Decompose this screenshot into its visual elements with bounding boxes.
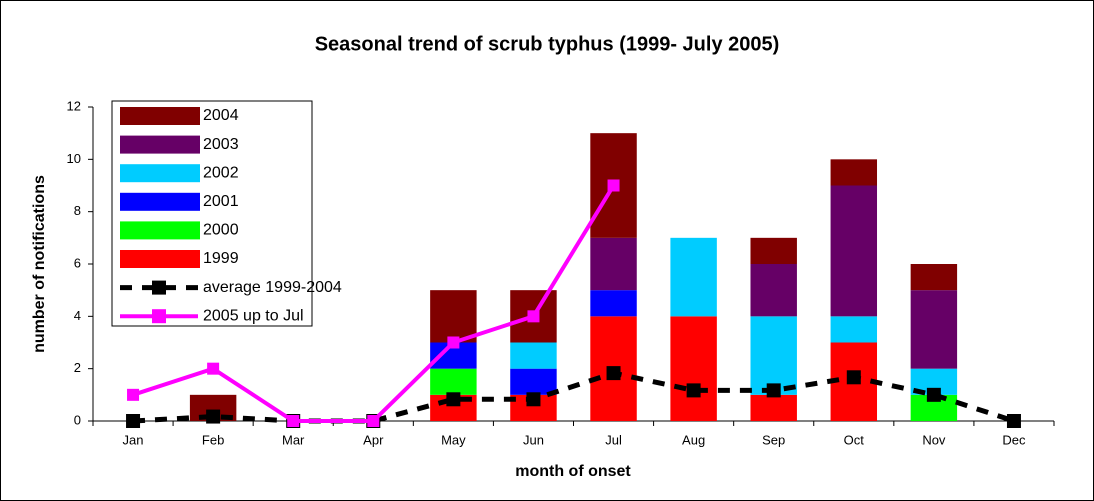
x-tick-label: Apr <box>363 432 384 447</box>
bar <box>830 185 878 317</box>
line-marker <box>766 383 781 398</box>
line-marker <box>127 388 140 401</box>
bar <box>750 394 797 421</box>
chart-title: Seasonal trend of scrub typhus (1999- Ju… <box>315 33 780 55</box>
y-tick-label: 6 <box>74 255 81 270</box>
bar <box>590 290 637 317</box>
legend-label: 2000 <box>203 222 239 239</box>
y-tick-label: 10 <box>67 151 81 166</box>
bar <box>510 342 557 369</box>
line-marker <box>926 387 941 402</box>
x-axis-label: month of onset <box>515 463 631 480</box>
line-marker <box>287 415 300 427</box>
legend-label: 1999 <box>203 250 239 267</box>
line-marker <box>526 392 541 407</box>
y-tick-label: 2 <box>74 360 81 375</box>
x-tick-label: Mar <box>282 432 305 447</box>
legend-swatch <box>120 135 200 154</box>
line-marker <box>527 310 540 323</box>
y-tick-label: 8 <box>74 203 81 218</box>
y-tick-label: 0 <box>74 412 81 427</box>
x-tick-label: Sep <box>762 432 785 447</box>
bar <box>910 290 958 369</box>
line-marker <box>126 414 141 428</box>
bar <box>750 237 797 264</box>
x-tick-label: Jan <box>123 432 144 447</box>
line-marker <box>206 409 221 424</box>
bar <box>830 316 878 343</box>
legend-swatch <box>120 107 200 125</box>
bar <box>430 368 477 395</box>
line-marker <box>1006 414 1021 428</box>
x-tick-label: May <box>441 432 466 447</box>
line-marker <box>606 366 621 381</box>
line-marker <box>686 383 701 398</box>
x-tick-label: Nov <box>922 432 946 447</box>
line-marker <box>367 415 380 427</box>
bar <box>430 290 477 343</box>
bar <box>670 237 717 317</box>
y-tick-label: 4 <box>74 308 81 323</box>
bar <box>750 264 797 317</box>
legend-swatch <box>120 250 200 268</box>
legend-swatch <box>120 221 200 240</box>
line-marker <box>446 392 461 407</box>
line-marker <box>846 370 861 385</box>
legend-label: 2001 <box>203 193 239 210</box>
legend-label: average 1999-2004 <box>203 279 342 296</box>
bar <box>830 159 878 186</box>
x-tick-label: Dec <box>1002 432 1026 447</box>
legend-swatch <box>120 164 200 183</box>
line-marker <box>607 179 620 192</box>
series-line <box>132 370 1015 424</box>
x-tick-label: Aug <box>682 432 705 447</box>
legend-label: 2003 <box>203 136 239 153</box>
legend-label: 2005 up to Jul <box>203 307 304 324</box>
bar <box>670 316 717 421</box>
x-tick-label: Feb <box>202 432 224 447</box>
line-marker <box>207 362 220 375</box>
bar <box>510 368 557 395</box>
legend-label: 2004 <box>203 107 239 124</box>
x-tick-label: Jul <box>605 432 622 447</box>
legend-marker <box>152 309 166 324</box>
bar <box>750 316 797 395</box>
y-tick-label: 12 <box>67 98 81 113</box>
x-tick-label: Jun <box>523 432 544 447</box>
bar <box>590 237 637 291</box>
bar <box>910 264 958 291</box>
legend-label: 2002 <box>203 164 239 181</box>
legend-swatch <box>120 192 200 211</box>
y-axis-label: number of notifications <box>31 175 48 353</box>
legend-marker <box>152 280 166 295</box>
line-marker <box>447 336 460 349</box>
x-tick-label: Oct <box>844 432 865 447</box>
